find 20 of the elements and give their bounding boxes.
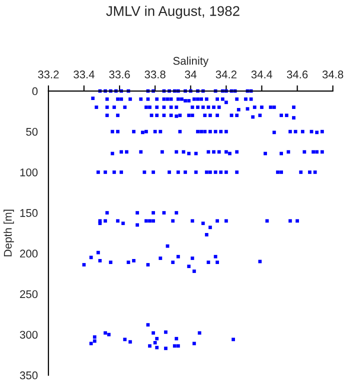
y-tick-label: 50 [26,128,38,136]
x-tick-label: 33.6 [109,70,130,78]
y-tick-label: 300 [20,330,38,339]
x-tick-label: 33.4 [74,70,94,78]
y-tick-label: 100 [20,168,38,176]
y-tick-label: 350 [20,371,38,380]
y-tick-label: 0 [32,87,38,96]
x-tick-label: 34.8 [322,70,344,78]
x-tick-label: 34 [184,70,196,78]
x-tick-label: 33.2 [38,70,59,78]
x-tick-label: 34.4 [251,70,272,78]
x-axis-title: Salinity [173,56,209,67]
y-tick-label: 200 [20,250,38,258]
y-tick-label: 150 [20,209,38,217]
y-axis-title: Depth [m] [4,210,14,256]
chart-title: JMLV in August, 1982 [106,6,240,19]
x-tick-label: 33.8 [144,70,166,78]
y-tick-label: 250 [20,290,38,298]
x-tick-label: 34.6 [286,70,308,78]
x-tick-label: 34.2 [216,70,236,78]
